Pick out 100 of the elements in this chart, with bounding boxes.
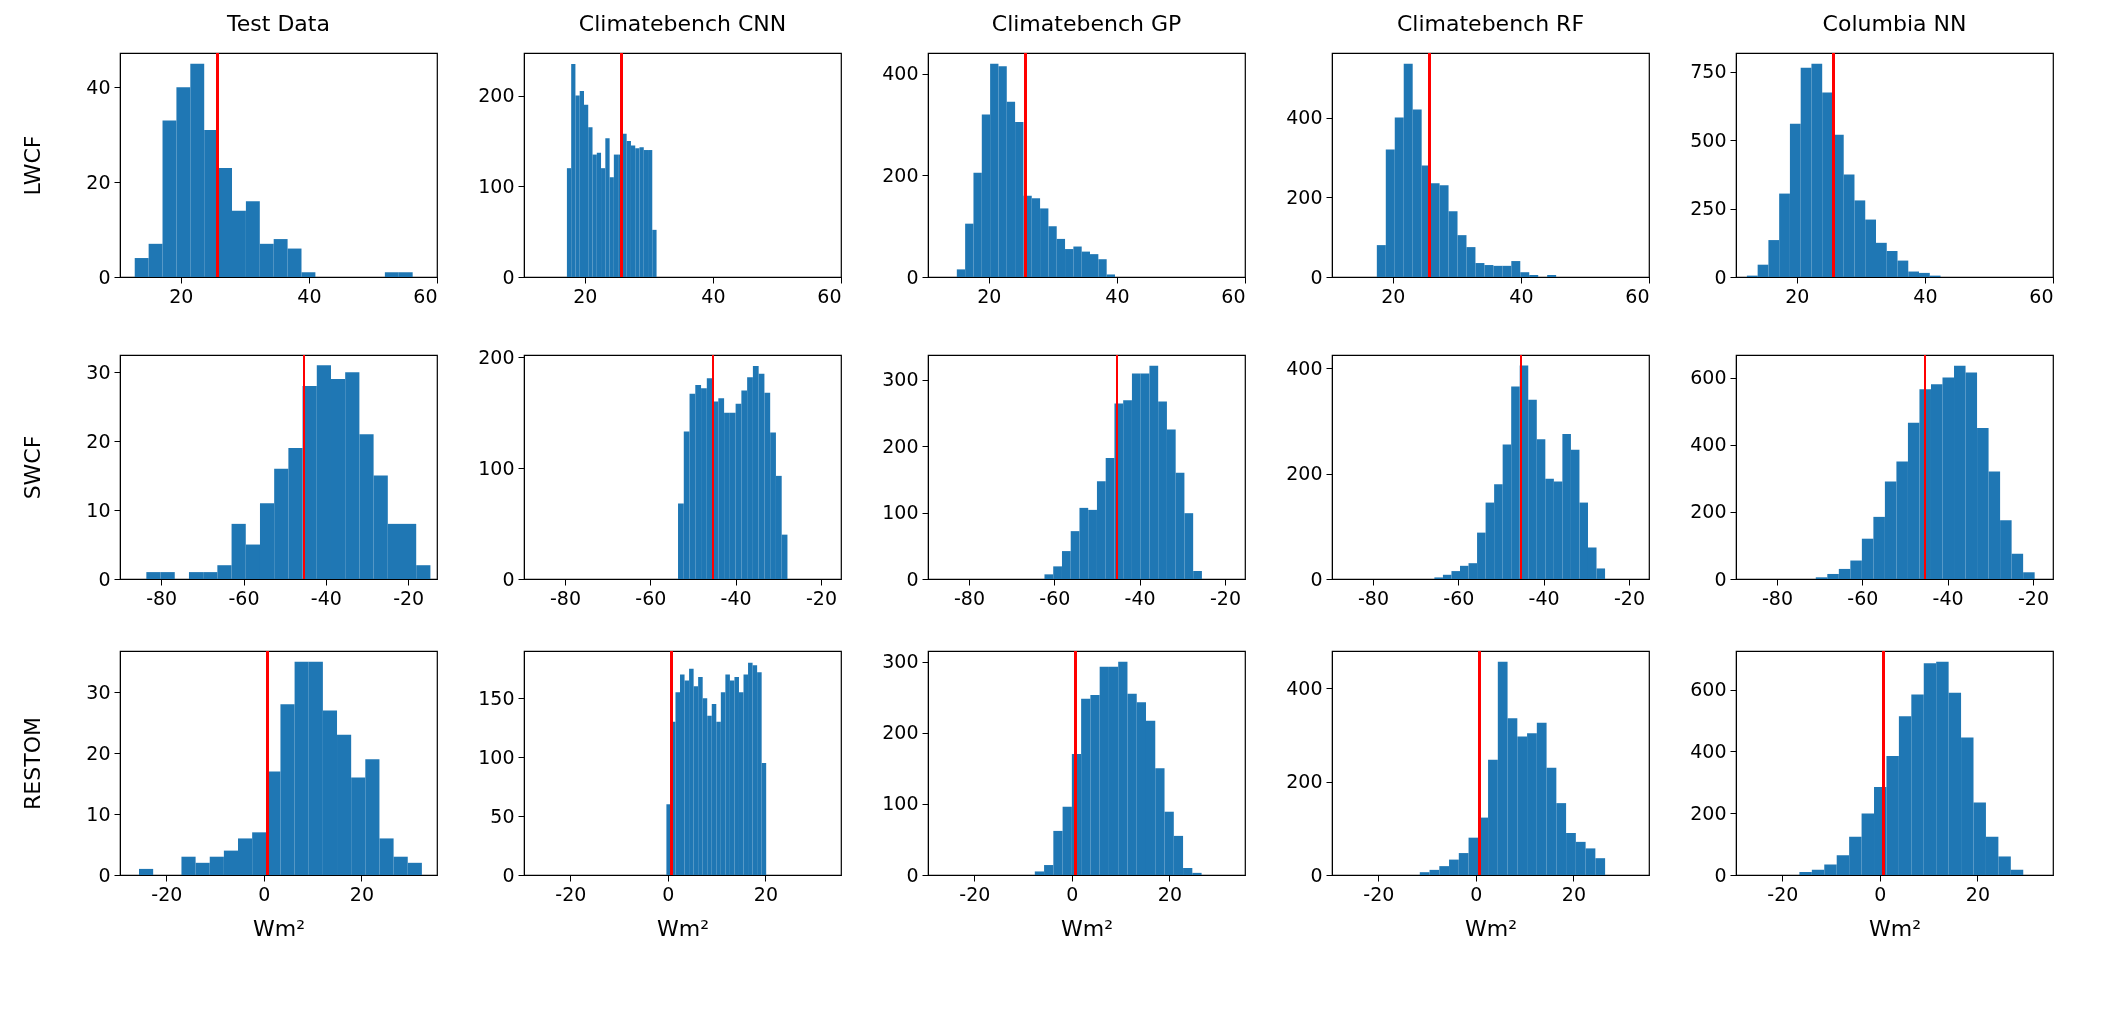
y-tick-label: 200 xyxy=(1286,462,1323,485)
y-tick-label: 10 xyxy=(86,802,111,825)
x-axis-title: Wm² xyxy=(1868,915,1922,941)
chart-title: Climatebench RF xyxy=(1396,11,1585,36)
y-tick-label: 0 xyxy=(98,567,111,590)
chart-title: Climatebench GP xyxy=(991,11,1182,36)
y-tick-label: 10 xyxy=(86,498,111,521)
x-tick-label: 40 xyxy=(297,284,322,307)
y-tick-label: 200 xyxy=(882,721,919,744)
y-tick-label: 400 xyxy=(882,62,919,85)
x-axis-title: Wm² xyxy=(1060,915,1114,941)
x-tick-label: -60 xyxy=(1443,586,1475,609)
y-tick-label: 200 xyxy=(1690,801,1727,824)
y-tick-label: 0 xyxy=(1310,863,1323,886)
y-tick-label: 750 xyxy=(1690,60,1727,83)
y-tick-label: 200 xyxy=(882,163,919,186)
y-tick-label: 200 xyxy=(1286,185,1323,208)
y-tick-label: 0 xyxy=(502,567,515,590)
y-tick-label: 30 xyxy=(86,680,111,703)
y-tick-label: 0 xyxy=(98,265,111,288)
y-tick-label: 150 xyxy=(478,686,515,709)
x-tick-label: 20 xyxy=(349,882,374,905)
chart-title: Columbia NN xyxy=(1822,11,1967,36)
y-tick-label: 200 xyxy=(478,84,515,107)
y-tick-label: 100 xyxy=(478,174,515,197)
x-tick-label: 20 xyxy=(753,882,778,905)
x-tick-label: -20 xyxy=(151,882,183,905)
y-tick-label: 200 xyxy=(1286,770,1323,793)
y-tick-label: 200 xyxy=(1690,500,1727,523)
y-tick-label: 0 xyxy=(906,567,919,590)
x-tick-label: 20 xyxy=(1965,882,1990,905)
x-tick-label: 20 xyxy=(1785,284,1810,307)
x-tick-label: 20 xyxy=(573,284,598,307)
x-tick-label: -60 xyxy=(1039,586,1071,609)
x-tick-label: 0 xyxy=(258,882,271,905)
y-axis-title: SWCF xyxy=(19,435,45,500)
y-tick-label: 40 xyxy=(86,75,111,98)
y-tick-label: 100 xyxy=(882,792,919,815)
y-tick-label: 50 xyxy=(490,804,515,827)
y-tick-label: 0 xyxy=(98,863,111,886)
x-tick-label: 0 xyxy=(662,882,675,905)
x-tick-label: 40 xyxy=(1913,284,1938,307)
y-tick-label: 300 xyxy=(882,650,919,673)
x-tick-label: -80 xyxy=(1761,586,1793,609)
x-tick-label: -60 xyxy=(1847,586,1879,609)
x-tick-label: 40 xyxy=(701,284,726,307)
x-tick-label: 20 xyxy=(1157,882,1182,905)
y-tick-label: 20 xyxy=(86,741,111,764)
x-tick-label: 40 xyxy=(1105,284,1130,307)
x-tick-label: 0 xyxy=(1066,882,1079,905)
y-tick-label: 0 xyxy=(1714,863,1727,886)
x-axis-title: Wm² xyxy=(1464,915,1518,941)
y-tick-label: 250 xyxy=(1690,197,1727,220)
y-tick-label: 0 xyxy=(906,863,919,886)
x-tick-label: -40 xyxy=(1124,586,1156,609)
x-tick-label: -80 xyxy=(146,586,178,609)
x-tick-label: 60 xyxy=(2029,284,2054,307)
x-tick-label: 20 xyxy=(977,284,1002,307)
chart-title: Test Data xyxy=(226,11,330,36)
x-tick-label: -60 xyxy=(635,586,667,609)
y-tick-label: 200 xyxy=(882,434,919,457)
y-tick-label: 0 xyxy=(1310,265,1323,288)
x-tick-label: -40 xyxy=(1528,586,1560,609)
x-tick-label: -20 xyxy=(805,586,837,609)
y-tick-label: 400 xyxy=(1286,106,1323,129)
x-tick-label: -20 xyxy=(2017,586,2049,609)
y-tick-label: 100 xyxy=(478,745,515,768)
x-tick-label: -20 xyxy=(555,882,587,905)
x-tick-label: -20 xyxy=(959,882,991,905)
y-tick-label: 500 xyxy=(1690,128,1727,151)
x-tick-label: 20 xyxy=(1381,284,1406,307)
x-tick-label: 60 xyxy=(817,284,842,307)
x-tick-label: -80 xyxy=(1357,586,1389,609)
y-tick-label: 0 xyxy=(1310,567,1323,590)
y-tick-label: 400 xyxy=(1690,739,1727,762)
y-axis-title: RESTOM xyxy=(19,717,45,810)
y-tick-label: 600 xyxy=(1690,678,1727,701)
x-tick-label: 60 xyxy=(413,284,438,307)
y-tick-label: 20 xyxy=(86,170,111,193)
x-tick-label: -40 xyxy=(720,586,752,609)
x-tick-label: 20 xyxy=(1561,882,1586,905)
y-tick-label: 0 xyxy=(1714,567,1727,590)
y-tick-label: 400 xyxy=(1690,433,1727,456)
y-tick-label: 0 xyxy=(906,265,919,288)
y-axis-title: LWCF xyxy=(19,135,45,196)
y-tick-label: 20 xyxy=(86,429,111,452)
x-tick-label: -60 xyxy=(228,586,260,609)
y-tick-label: 100 xyxy=(478,456,515,479)
x-tick-label: -40 xyxy=(310,586,342,609)
x-tick-label: 0 xyxy=(1470,882,1483,905)
y-tick-label: 400 xyxy=(1286,356,1323,379)
x-tick-label: 20 xyxy=(169,284,194,307)
x-tick-label: 40 xyxy=(1509,284,1534,307)
x-tick-label: -20 xyxy=(1363,882,1395,905)
x-tick-label: 0 xyxy=(1874,882,1887,905)
x-tick-label: -20 xyxy=(1767,882,1799,905)
x-tick-label: -20 xyxy=(1613,586,1645,609)
y-tick-label: 100 xyxy=(882,501,919,524)
y-tick-label: 300 xyxy=(882,368,919,391)
x-tick-label: 60 xyxy=(1221,284,1246,307)
